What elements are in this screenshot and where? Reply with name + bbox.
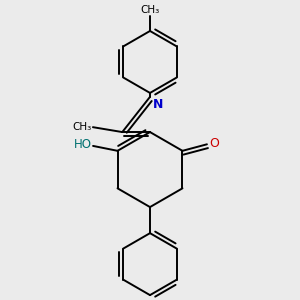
Text: N: N [153,98,163,112]
Text: CH₃: CH₃ [72,122,91,131]
Text: O: O [209,137,219,150]
Text: HO: HO [74,138,92,152]
Text: CH₃: CH₃ [140,5,160,15]
